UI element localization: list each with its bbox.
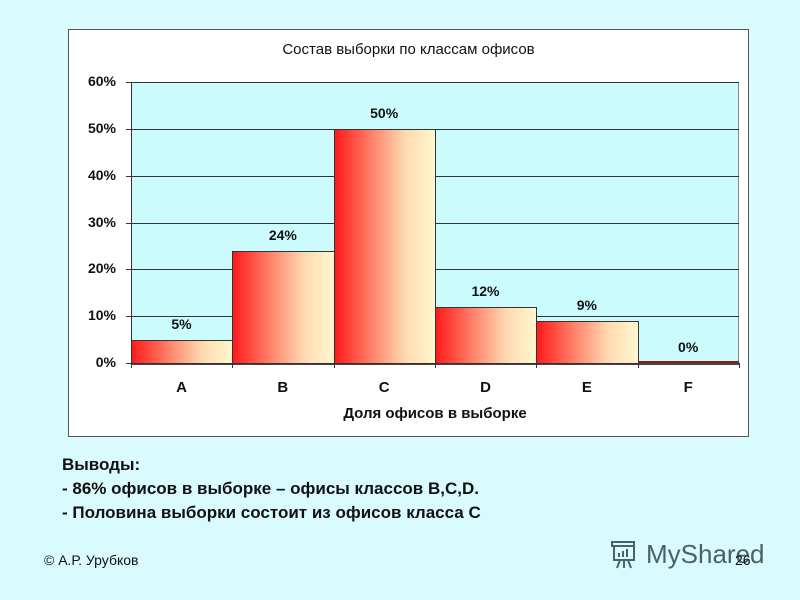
bar-d	[435, 306, 538, 364]
x-category-label: B	[277, 379, 289, 396]
conclusion-item: - 86% офисов в выборке – офисы классов B…	[62, 479, 479, 498]
bar-e	[536, 320, 639, 364]
y-tick	[126, 175, 131, 177]
y-tick	[126, 316, 131, 318]
author-credit: © А.Р. Урубков	[44, 552, 139, 568]
y-tick-label: 30%	[87, 213, 116, 230]
x-category-label: C	[378, 379, 390, 396]
bar-b	[232, 250, 335, 364]
page-number: 26	[735, 552, 751, 568]
x-category-label: F	[683, 379, 693, 396]
data-label: 9%	[576, 296, 597, 313]
y-tick	[126, 269, 131, 271]
x-category-label: D	[480, 379, 491, 396]
data-label: 0%	[678, 339, 699, 355]
x-tick	[435, 363, 436, 368]
y-tick-label: 0%	[95, 354, 116, 370]
x-tick	[536, 363, 538, 368]
y-tick-label: 10%	[87, 307, 116, 324]
x-tick	[637, 363, 639, 368]
conclusions: Выводы: - 86% офисов в выборке – офисы к…	[62, 453, 481, 525]
conclusion-item: - Половина выборки состоит из офисов кла…	[62, 503, 481, 522]
presentation-board-icon	[608, 538, 640, 570]
y-tick	[126, 128, 131, 130]
y-tick	[126, 222, 131, 224]
y-tick-label: 40%	[87, 166, 116, 183]
conclusions-heading: Выводы:	[62, 455, 141, 474]
bar-f	[637, 361, 739, 363]
y-tick	[126, 82, 131, 83]
watermark-text: MyShared	[646, 538, 765, 569]
watermark: MyShared	[608, 538, 765, 570]
data-label: 24%	[268, 226, 297, 243]
y-axis	[131, 82, 132, 364]
chart-title: Состав выборки по классам офисов	[282, 41, 535, 58]
x-category-label: A	[176, 379, 187, 396]
gridline	[131, 82, 739, 83]
bar-c	[333, 128, 436, 364]
bar-a	[131, 339, 234, 364]
y-tick-label: 20%	[87, 260, 116, 277]
y-tick	[126, 363, 131, 364]
data-label: 50%	[370, 104, 399, 121]
x-tick	[232, 363, 234, 368]
y-tick-label: 50%	[87, 119, 116, 136]
x-category-label: E	[581, 379, 592, 396]
x-tick	[131, 363, 132, 368]
x-tick	[333, 363, 335, 368]
data-label: 12%	[471, 282, 500, 299]
x-tick	[739, 363, 740, 368]
data-label: 5%	[171, 315, 192, 332]
x-axis-title: Доля офисов в выборке	[343, 405, 527, 422]
y-tick-label: 60%	[87, 73, 116, 89]
